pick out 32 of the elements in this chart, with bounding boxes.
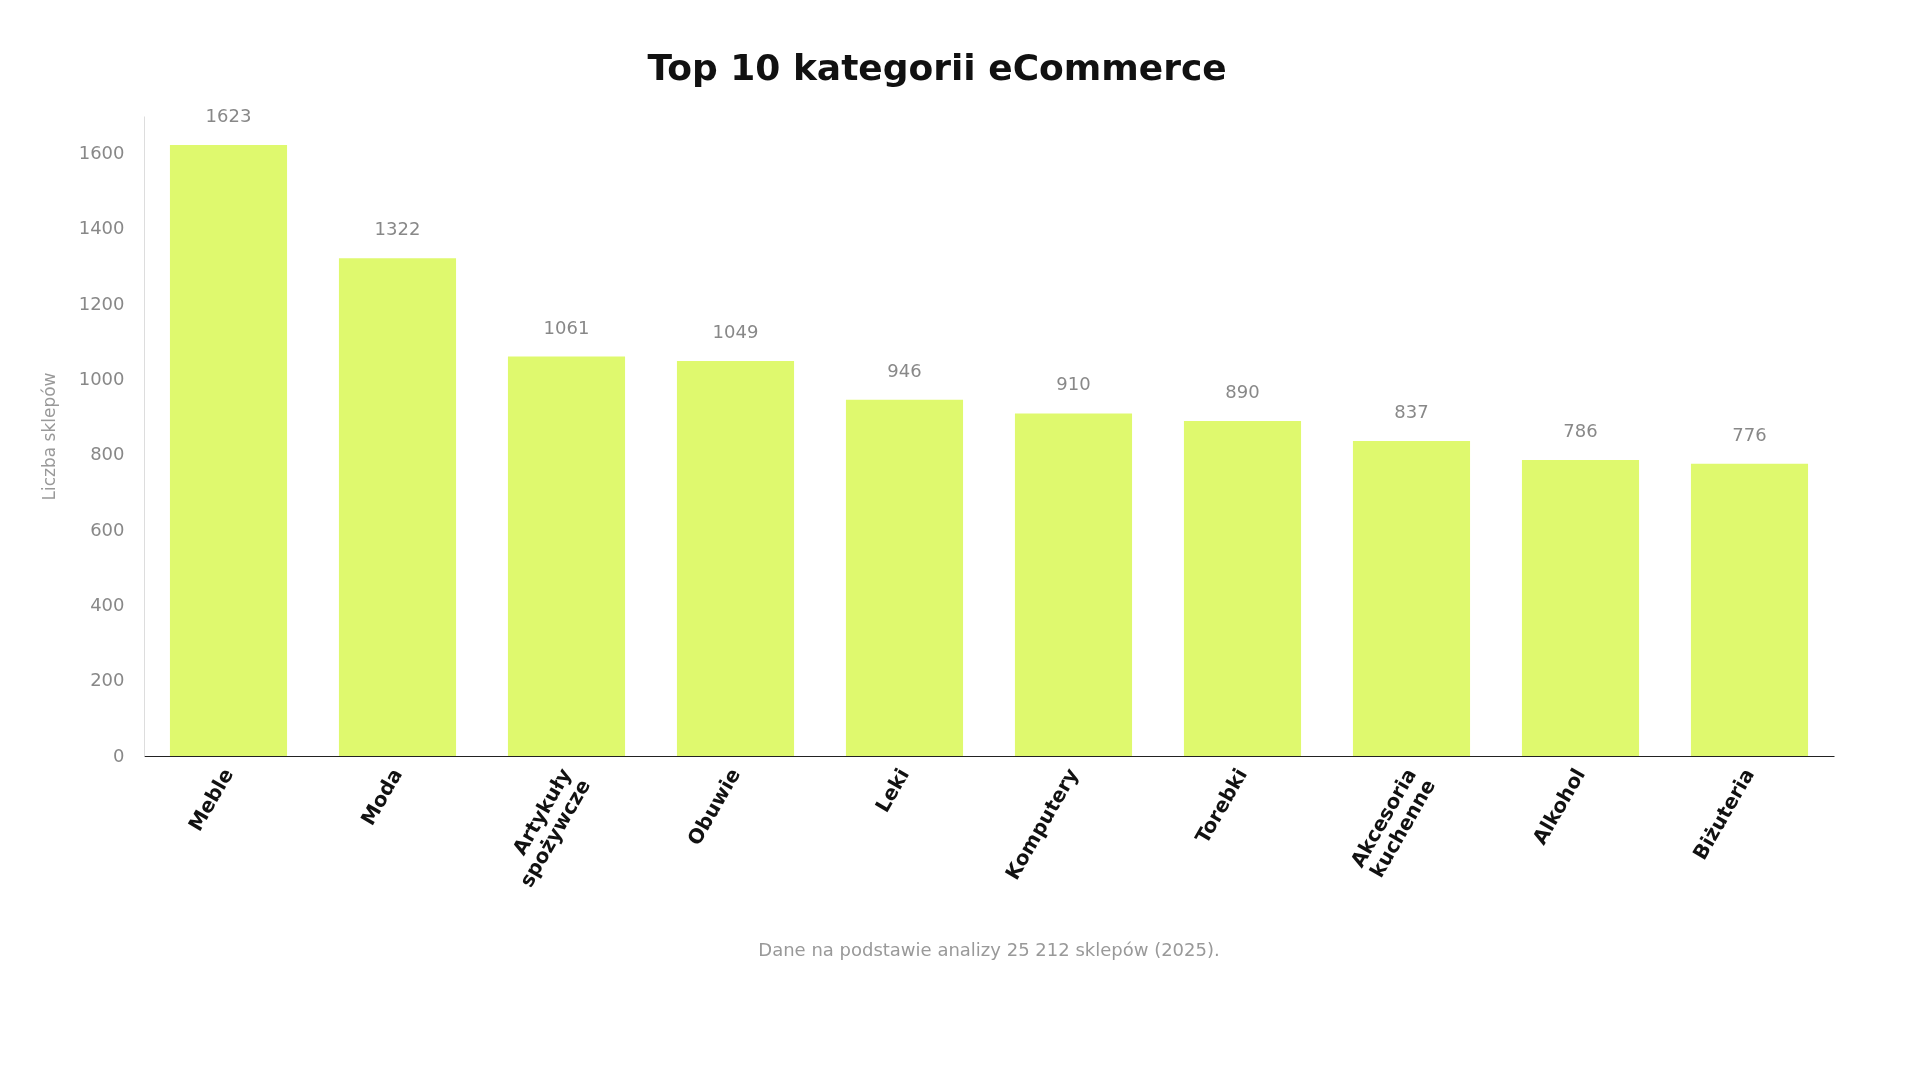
data-label: 910 xyxy=(1056,373,1091,395)
data-label: 1049 xyxy=(712,321,759,343)
y-tick-label: 1200 xyxy=(78,292,125,314)
y-tick-label: 1400 xyxy=(78,217,125,239)
data-label: 1061 xyxy=(543,316,590,338)
data-label: 1623 xyxy=(205,104,252,126)
y-tick-label: 600 xyxy=(90,518,125,540)
text: Dane na podstawie analizy 25 212 sklepów (2025). xyxy=(758,939,1220,960)
bar xyxy=(338,258,457,756)
bar xyxy=(1183,420,1302,756)
bar xyxy=(676,361,795,756)
data-label: 890 xyxy=(1225,380,1260,402)
y-tick-label: 0 xyxy=(113,744,125,766)
data-label: 946 xyxy=(887,359,922,381)
y-axis-title: Liczba sklepów xyxy=(38,372,59,501)
y-tick-label: 400 xyxy=(90,593,125,615)
bar xyxy=(1521,460,1640,756)
data-label: 837 xyxy=(1394,400,1429,422)
data-label: 776 xyxy=(1732,423,1767,445)
bar xyxy=(1352,440,1471,756)
y-tick-label: 200 xyxy=(90,669,125,691)
bar xyxy=(1014,413,1133,756)
y-tick-label: 1600 xyxy=(78,142,125,164)
bar xyxy=(507,356,626,756)
data-label: 1322 xyxy=(374,218,421,240)
bar xyxy=(845,399,964,756)
y-tick-label: 1000 xyxy=(78,368,125,390)
chart-title: Top 10 kategorii eCommerce xyxy=(647,46,1227,88)
bar xyxy=(1690,463,1809,756)
y-tick-label: 800 xyxy=(90,443,125,465)
bar xyxy=(169,144,288,756)
data-label: 786 xyxy=(1563,420,1598,442)
